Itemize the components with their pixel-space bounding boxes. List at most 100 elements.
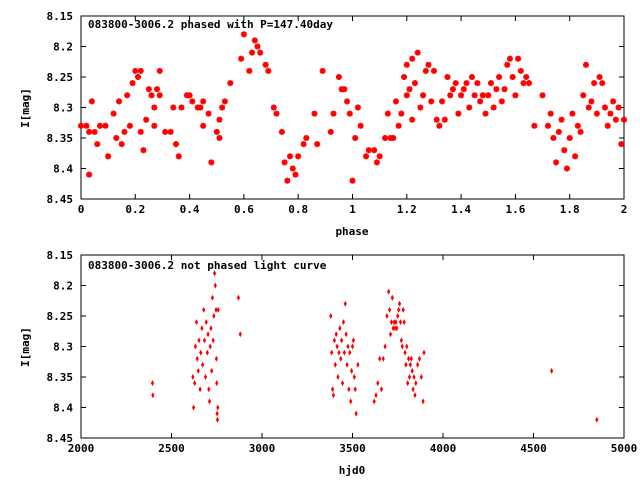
data-point (393, 325, 397, 332)
data-point (193, 343, 197, 350)
y-tick-label: 8.4 (53, 163, 73, 176)
data-point (498, 98, 505, 105)
data-point (595, 416, 599, 423)
data-point (311, 110, 318, 117)
data-point (555, 128, 562, 135)
data-point (615, 104, 622, 111)
data-point (479, 92, 486, 99)
data-point (200, 122, 207, 129)
data-point (216, 306, 220, 313)
data-point (378, 355, 382, 362)
x-tick-label: 2 (621, 203, 628, 216)
data-point (420, 92, 427, 99)
data-point (374, 392, 378, 399)
y-tick-label: 8.45 (47, 432, 74, 445)
data-point (254, 43, 261, 50)
data-points (78, 31, 627, 184)
data-point (403, 349, 407, 356)
data-point (381, 355, 385, 362)
data-point (238, 55, 245, 62)
data-point (198, 386, 202, 393)
x-tick-label: 2000 (68, 442, 95, 455)
data-point (341, 319, 346, 326)
data-point (343, 300, 347, 307)
data-point (396, 313, 400, 319)
data-point (463, 80, 470, 87)
y-tick-label: 8.15 (47, 249, 74, 262)
data-point (330, 386, 335, 393)
data-point (408, 361, 413, 368)
data-point (148, 92, 155, 99)
data-point (329, 313, 333, 319)
data-point (382, 135, 389, 141)
data-point (407, 374, 412, 380)
data-point (86, 171, 93, 178)
data-point (186, 92, 193, 99)
data-point (407, 355, 411, 362)
y-tick-label: 8.2 (53, 280, 73, 293)
data-point (143, 116, 150, 123)
data-point (444, 74, 451, 80)
data-point (365, 147, 372, 154)
data-point (421, 398, 425, 405)
data-point (395, 122, 402, 129)
data-point (406, 380, 410, 387)
data-point (191, 404, 196, 411)
data-point (289, 165, 296, 172)
x-tick-label: 1.4 (451, 203, 471, 216)
data-point (345, 361, 349, 368)
data-point (287, 153, 294, 160)
data-point (387, 288, 391, 295)
data-point (433, 116, 440, 123)
data-point (390, 135, 397, 141)
data-point (391, 325, 395, 332)
data-point (357, 122, 364, 129)
data-point (493, 86, 500, 93)
y-tick-label: 8.3 (53, 102, 73, 115)
data-point (151, 104, 158, 111)
axis-ticks (80, 15, 625, 200)
data-point (151, 392, 155, 399)
data-point (449, 86, 456, 93)
data-point (402, 319, 406, 326)
data-point (227, 80, 234, 87)
data-point (401, 74, 408, 80)
data-point (170, 104, 177, 111)
data-point (349, 367, 354, 374)
x-tick-label: 4000 (430, 442, 457, 455)
data-point (523, 74, 530, 80)
data-point (292, 171, 299, 178)
data-point (501, 86, 508, 93)
data-point (135, 74, 142, 80)
data-point (397, 300, 402, 307)
chart-title: 083800-3006.2 not phased light curve (88, 259, 327, 272)
x-tick-label: 1 (349, 203, 356, 216)
data-point (191, 374, 195, 380)
data-point (569, 110, 576, 117)
data-point (339, 355, 343, 362)
data-point (167, 128, 174, 135)
x-tick-label: 3500 (339, 442, 366, 455)
data-point (344, 98, 351, 105)
data-point (337, 349, 341, 356)
data-point (416, 361, 420, 368)
data-point (342, 349, 346, 356)
data-point (216, 404, 220, 411)
data-point (383, 343, 387, 350)
data-point (215, 416, 220, 423)
data-point (150, 380, 155, 387)
data-point (110, 110, 117, 117)
data-point (162, 128, 169, 135)
data-point (197, 104, 204, 111)
data-point (373, 159, 380, 166)
data-point (417, 104, 424, 111)
data-point (189, 98, 196, 105)
y-tick-labels: 8.15 8.2 8.25 8.3 8.35 8.4 8.45 (47, 249, 74, 445)
data-point (490, 104, 497, 111)
data-point (474, 80, 481, 87)
data-point (496, 74, 503, 80)
data-point (216, 135, 223, 141)
data-point (246, 67, 253, 74)
data-point (330, 349, 334, 356)
